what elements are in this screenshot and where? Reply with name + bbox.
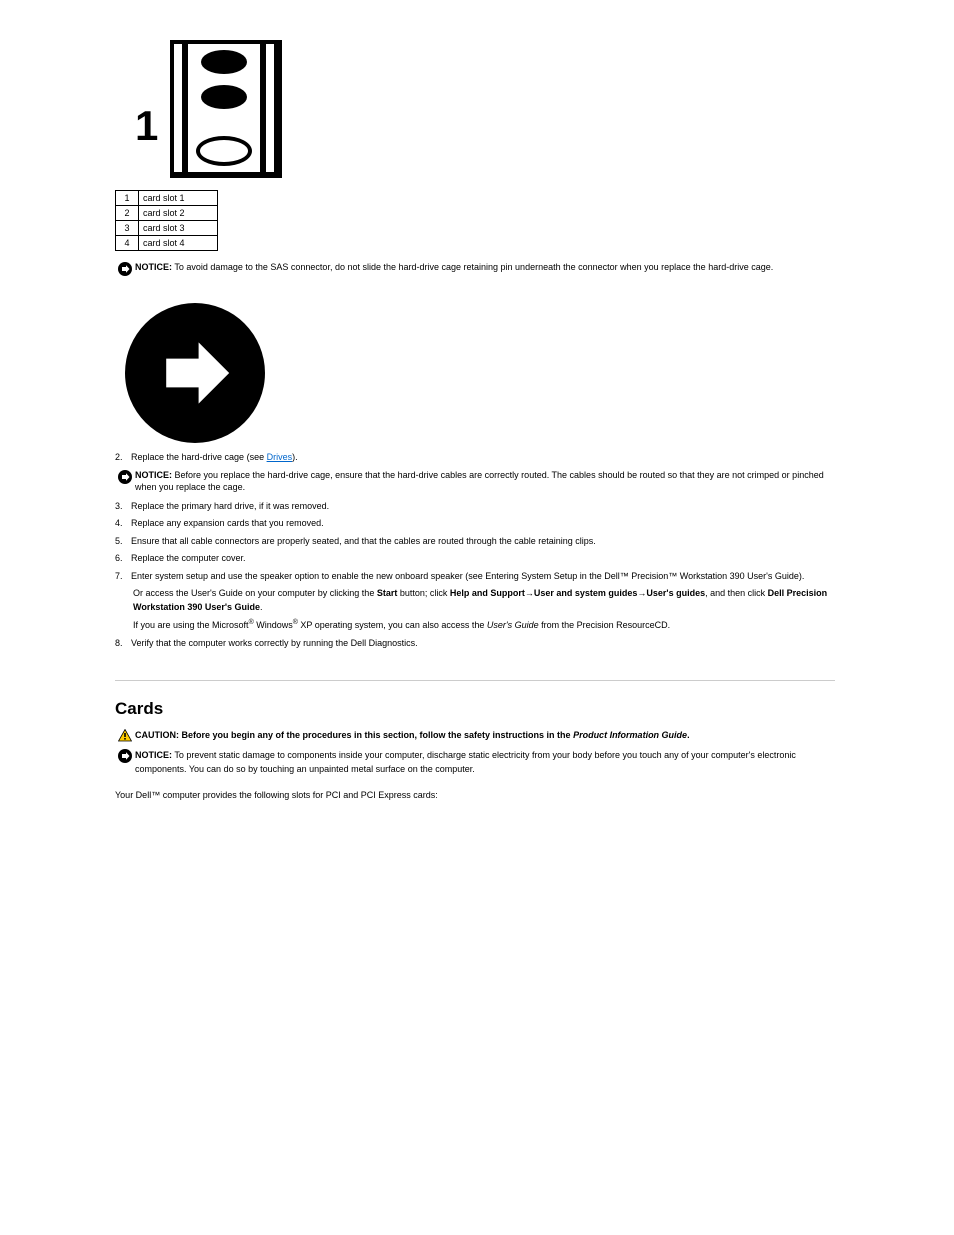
step-6: 6.Replace the computer cover.	[115, 552, 835, 566]
text: .	[260, 602, 263, 612]
text: button; click	[397, 588, 450, 598]
table-row: 4 card slot 4	[116, 236, 218, 251]
step-text: Verify that the computer works correctly…	[131, 638, 418, 648]
step-text: Replace any expansion cards that you rem…	[131, 518, 324, 528]
step-number: 3.	[115, 500, 131, 514]
diagram-label-number: 1	[135, 102, 158, 150]
notice-block: NOTICE: To avoid damage to the SAS conne…	[115, 261, 835, 279]
table-cell-num: 1	[116, 191, 139, 206]
drives-link[interactable]: Drives	[267, 452, 293, 462]
step-text-after: ).	[292, 452, 298, 462]
notice-text: To avoid damage to the SAS connector, do…	[172, 262, 773, 272]
table-row: 2 card slot 2	[116, 206, 218, 221]
text: If you are using the Microsoft	[133, 620, 249, 630]
users-guides-label: User's guides	[646, 588, 705, 598]
user-system-guides-label: User and system guides	[534, 588, 638, 598]
step-3: 3.Replace the primary hard drive, if it …	[115, 500, 835, 514]
cards-section-heading: Cards	[115, 699, 835, 719]
notice-text: Before you replace the hard-drive cage, …	[135, 470, 824, 493]
step-7-sub-b: If you are using the Microsoft® Windows®…	[133, 618, 835, 633]
step-4: 4.Replace any expansion cards that you r…	[115, 517, 835, 531]
step-number: 7.	[115, 570, 131, 584]
table-cell-txt: card slot 1	[139, 191, 218, 206]
slot-ellipse-filled-top	[201, 50, 247, 74]
notice-arrow-icon	[118, 749, 132, 766]
table-cell-num: 2	[116, 206, 139, 221]
table-cell-txt: card slot 3	[139, 221, 218, 236]
product-info-guide-ital: Product Information Guide	[573, 730, 687, 740]
start-button-label: Start	[377, 588, 398, 598]
text: , and then click	[705, 588, 768, 598]
table-cell-txt: card slot 4	[139, 236, 218, 251]
table-cell-num: 3	[116, 221, 139, 236]
step-5: 5.Ensure that all cable connectors are p…	[115, 535, 835, 549]
notice-text: To prevent static damage to components i…	[135, 750, 796, 774]
notice-block: NOTICE: Before you replace the hard-driv…	[115, 469, 835, 494]
step-number: 4.	[115, 517, 131, 531]
step-text: Enter system setup and use the speaker o…	[131, 571, 804, 581]
step-2: 2.Replace the hard-drive cage (see Drive…	[115, 451, 835, 465]
step-7-sub-a: Or access the User's Guide on your compu…	[133, 587, 835, 614]
notice-arrow-icon	[118, 262, 132, 279]
caution-text-end: .	[687, 730, 690, 740]
card-slot-diagram: 1	[135, 40, 835, 178]
step-8: 8.Verify that the computer works correct…	[115, 637, 835, 651]
step-number: 2.	[115, 451, 131, 465]
body-text: Your Dell™ computer provides the followi…	[115, 790, 835, 800]
users-guide-ital: User's Guide	[487, 620, 539, 630]
caution-text-lead: Before you begin any of the procedures i…	[182, 730, 574, 740]
step-text: Replace the computer cover.	[131, 553, 246, 563]
text: from the Precision ResourceCD.	[539, 620, 671, 630]
notice-block: NOTICE: To prevent static damage to comp…	[115, 749, 835, 776]
table-cell-txt: card slot 2	[139, 206, 218, 221]
step-number: 6.	[115, 552, 131, 566]
notice-label: NOTICE:	[135, 262, 172, 272]
section-divider	[115, 680, 835, 681]
large-notice-arrow-icon	[125, 303, 265, 443]
caution-block: CAUTION: Before you begin any of the pro…	[115, 729, 835, 745]
step-text: Replace the primary hard drive, if it wa…	[131, 501, 329, 511]
step-text: Ensure that all cable connectors are pro…	[131, 536, 596, 546]
step-7: 7.Enter system setup and use the speaker…	[115, 570, 835, 584]
arrow: →	[525, 588, 534, 598]
slot-ellipse-filled-mid	[201, 85, 247, 109]
text: Or access the User's Guide on your compu…	[133, 588, 377, 598]
table-row: 1 card slot 1	[116, 191, 218, 206]
caution-triangle-icon	[118, 729, 132, 745]
notice-arrow-icon	[118, 470, 132, 487]
table-row: 3 card slot 3	[116, 221, 218, 236]
card-slot-legend-table: 1 card slot 1 2 card slot 2 3 card slot …	[115, 190, 218, 251]
help-support-label: Help and Support	[450, 588, 525, 598]
slot-outline	[170, 40, 282, 178]
text: Windows	[254, 620, 293, 630]
caution-label: CAUTION:	[135, 730, 182, 740]
step-number: 5.	[115, 535, 131, 549]
table-cell-num: 4	[116, 236, 139, 251]
notice-label: NOTICE:	[135, 470, 172, 480]
step-number: 8.	[115, 637, 131, 651]
step-text: Replace the hard-drive cage (see	[131, 452, 267, 462]
notice-label: NOTICE:	[135, 750, 172, 760]
text: XP operating system, you can also access…	[298, 620, 487, 630]
slot-ellipse-outline-bottom	[196, 136, 252, 166]
